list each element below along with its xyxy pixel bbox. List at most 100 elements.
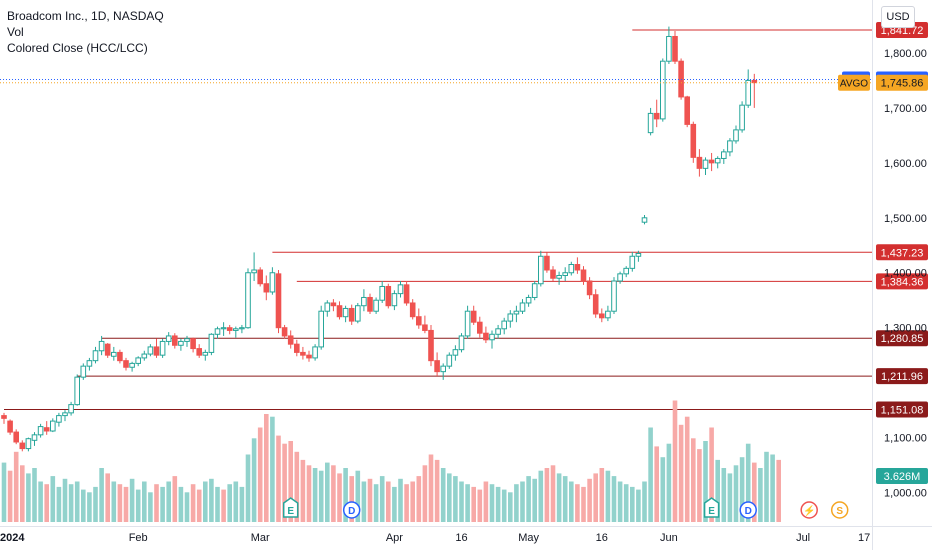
level-price-label-5: 1,151.08 xyxy=(881,405,924,417)
volume-bar xyxy=(672,400,678,522)
volume-bar xyxy=(306,465,312,522)
volume-indicator-label[interactable]: Vol xyxy=(7,25,24,39)
candle-body xyxy=(13,431,19,443)
volume-bar xyxy=(300,459,306,522)
volume-bar xyxy=(154,484,159,522)
candle-body xyxy=(208,333,215,353)
volume-bar xyxy=(62,478,68,522)
candle-body xyxy=(294,343,300,353)
volume-bar xyxy=(74,481,80,522)
candle-body xyxy=(184,338,190,342)
volume-bar xyxy=(514,484,519,522)
candle-body xyxy=(190,338,196,350)
candle-body xyxy=(727,140,733,153)
volume-bar xyxy=(355,470,361,522)
volume-bar xyxy=(123,486,129,522)
volume-bar xyxy=(386,481,391,522)
volume-bar xyxy=(184,492,190,522)
x-tick-label: May xyxy=(518,532,539,544)
volume-bar xyxy=(209,478,214,522)
volume-bar xyxy=(617,481,623,522)
candle-body xyxy=(50,420,56,432)
volume-bar xyxy=(581,486,586,522)
candle-body xyxy=(220,327,227,330)
event-marker-4 xyxy=(800,501,818,519)
volume-bar xyxy=(501,489,507,522)
candle-body xyxy=(245,272,251,329)
y-tick-label: 1,100.00 xyxy=(884,433,927,445)
volume-bar xyxy=(770,454,775,522)
candle-body xyxy=(495,328,501,335)
volume-bar xyxy=(447,473,452,522)
candle-body xyxy=(403,284,410,304)
candle-body xyxy=(635,253,642,257)
volume-bar xyxy=(434,459,440,522)
event-marker-letter-2: E xyxy=(708,506,715,517)
last-name-label: AVGO xyxy=(840,79,868,90)
volume-bar xyxy=(178,486,184,522)
volume-bar xyxy=(410,481,415,522)
volume-bar xyxy=(422,465,428,522)
candle-body xyxy=(452,349,459,356)
volume-bar xyxy=(257,427,263,522)
volume-bar xyxy=(709,427,714,522)
candle-body xyxy=(226,327,233,331)
volume-bars-layer xyxy=(1,400,781,522)
colored-close-indicator-label[interactable]: Colored Close (HCC/LCC) xyxy=(7,41,148,55)
volume-bar xyxy=(135,489,141,522)
volume-bar xyxy=(349,476,354,522)
candle-body xyxy=(501,320,507,330)
candle-body xyxy=(538,255,544,285)
y-tick-label: 1,800.00 xyxy=(884,48,927,60)
event-marker-letter-4: ⚡ xyxy=(803,504,815,517)
time-axis[interactable]: 2024 Feb Mar Apr 16 May 16 Jun Jul 17 xyxy=(0,532,870,544)
candle-body xyxy=(470,310,477,323)
volume-bar xyxy=(538,470,544,522)
candle-body xyxy=(562,272,569,276)
volume-bar xyxy=(758,468,763,522)
candle-body xyxy=(379,285,385,301)
volume-bar xyxy=(416,476,422,522)
volume-bar xyxy=(196,489,202,522)
volume-bar xyxy=(739,457,745,522)
candle-body xyxy=(92,350,99,362)
symbol-title[interactable]: Broadcom Inc., 1D, NASDAQ xyxy=(7,9,164,23)
volume-bar xyxy=(111,481,117,522)
volume-bar xyxy=(20,465,25,522)
candle-body xyxy=(647,112,654,134)
volume-bar xyxy=(32,468,37,522)
volume-bar xyxy=(575,484,580,522)
volume-bar xyxy=(215,486,220,522)
candle-body xyxy=(287,335,294,345)
candle-body xyxy=(592,294,599,315)
candle-body xyxy=(165,335,172,342)
x-tick-label: 16 xyxy=(455,532,467,544)
candles-layer xyxy=(1,26,758,452)
candle-body xyxy=(159,340,166,356)
candle-body xyxy=(25,438,32,450)
candle-body xyxy=(269,272,276,293)
volume-bar xyxy=(239,486,245,522)
candle-body xyxy=(111,351,117,357)
x-tick-label: Apr xyxy=(386,532,403,544)
event-marker-letter-5: S xyxy=(836,506,843,517)
event-marker-1 xyxy=(342,501,361,519)
candle-body xyxy=(312,346,318,359)
price-axis-separator xyxy=(872,0,873,550)
volume-bar xyxy=(1,462,7,522)
volume-bar xyxy=(471,486,476,522)
candle-body xyxy=(458,335,465,351)
currency-button[interactable]: USD xyxy=(881,6,915,28)
event-marker-letter-0: E xyxy=(287,506,294,517)
candle-body xyxy=(397,284,404,295)
volume-bar xyxy=(282,443,287,522)
candle-body xyxy=(733,129,739,142)
volume-bar xyxy=(87,492,92,522)
candle-body xyxy=(605,310,611,319)
price-axis[interactable]: 1,841.72 1,437.23 1,384.36 1,280.85 1,211.96… xyxy=(838,22,928,500)
y-tick-label: 1,600.00 xyxy=(884,158,927,170)
candle-body xyxy=(660,60,666,120)
candle-body xyxy=(672,35,678,62)
candle-body xyxy=(751,79,758,84)
